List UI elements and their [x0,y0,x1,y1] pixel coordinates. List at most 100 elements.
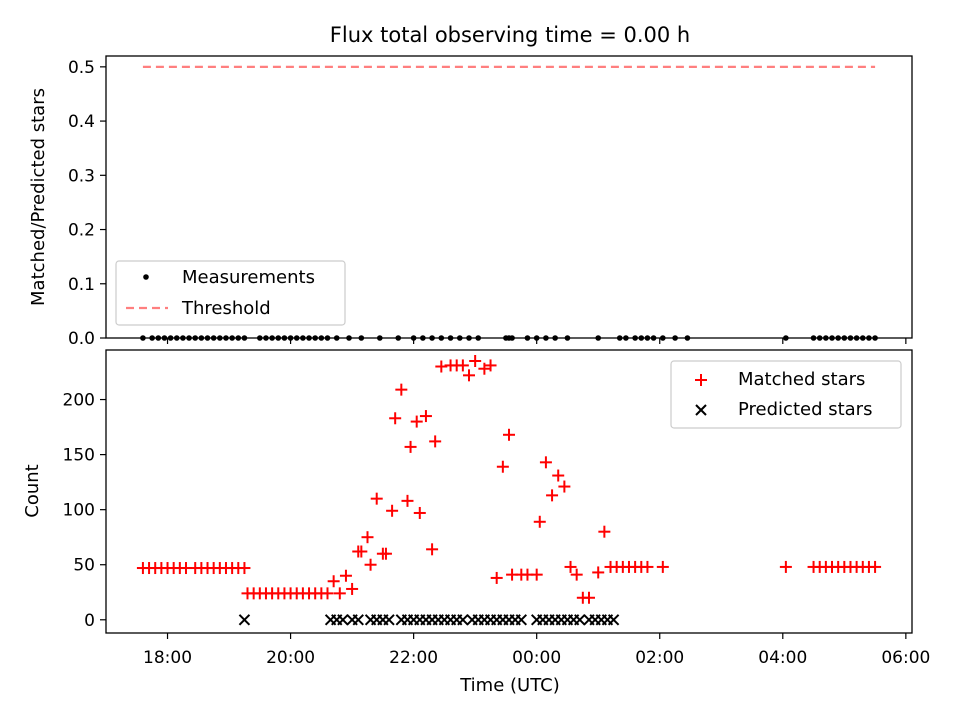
matched-stars-point [570,568,583,581]
bottom-y-axis-label: Count [22,464,43,517]
matched-stars-point [484,359,497,372]
legend-measurements-marker [143,274,149,280]
x-tick-label: 00:00 [512,648,561,668]
matched-stars-point [386,504,399,517]
bottom-panel: Count Time (UTC) 0 50 100 150 200 18:00 20:00… [22,349,930,696]
matched-stars-point [395,383,408,396]
top-y-tick-label: 0.5 [68,58,95,78]
bottom-y-tick-label: 50 [73,556,95,576]
predicted-stars-point [457,614,469,626]
matched-stars-point [355,545,368,558]
top-y-tick-label: 0.4 [68,112,95,132]
legend-measurements-label: Measurements [182,267,315,288]
matched-stars-point [469,355,482,368]
matched-stars-point [656,560,669,573]
legend-matched-marker [695,374,707,386]
matched-stars-point [456,359,469,372]
matched-stars-point [327,575,340,588]
bottom-legend-frame [670,360,902,429]
matched-stars-point [364,558,377,571]
bottom-y-tick-label: 100 [63,501,95,521]
matched-stars-point [379,547,392,560]
matched-stars-point [339,569,352,582]
matched-stars-point [552,469,565,482]
top-y-ticks: 0.0 0.1 0.2 0.3 0.4 0.5 [68,58,106,349]
top-legend: Measurements Threshold [115,260,346,326]
matched-stars-point [238,562,251,575]
matched-stars-point [592,566,605,579]
x-tick-label: 20:00 [266,648,315,668]
matched-stars-point [333,587,346,600]
legend-predicted-marker [695,404,707,416]
matched-stars-point [426,543,439,556]
predicted-stars-point [607,614,620,626]
matched-stars-point [401,494,414,507]
bottom-y-tick-label: 200 [63,391,95,411]
legend-matched-plus [695,374,707,386]
matched-stars-point [419,410,432,423]
matched-stars-point [490,571,503,584]
top-x-ticks [166,338,907,344]
matched-stars-point [370,492,383,505]
x-axis-label: Time (UTC) [459,675,560,696]
matched-stars-point [598,525,611,538]
matched-stars-point [496,460,509,473]
matched-stars-point [869,560,882,573]
legend-threshold-label: Threshold [181,298,271,319]
top-y-tick-label: 0.0 [68,329,95,349]
matched-stars-point [389,412,402,425]
matched-stars-point [478,362,491,375]
predicted-stars-point [352,614,364,626]
matched-stars-point [530,568,543,581]
predicted-stars-series [238,614,620,626]
matched-stars-point [539,456,552,469]
matched-stars-point [779,560,792,573]
matched-stars-point [361,531,374,544]
top-y-axis-label: Matched/Predicted stars [28,88,49,306]
matched-stars-point [404,440,417,453]
top-panel: Flux total observing time = 0.00 h Match… [28,23,913,349]
matched-stars-point [503,428,515,441]
bottom-plot-frame [105,349,913,634]
matched-stars-point [582,591,595,604]
top-y-tick-label: 0.3 [68,166,95,186]
matched-stars-series [136,355,882,604]
x-tick-label: 18:00 [143,648,192,668]
x-tick-label: 02:00 [635,648,684,668]
matched-stars-point [429,435,442,448]
top-legend-frame [115,260,346,326]
matched-stars-point [564,560,577,573]
x-tick-label: 06:00 [881,648,930,668]
matched-stars-point [346,582,359,595]
top-y-tick-label: 0.2 [68,221,95,241]
legend-predicted-x [695,404,707,416]
matched-stars-point [410,415,423,428]
matched-stars-point [533,515,546,528]
top-y-tick-label: 0.1 [68,275,95,295]
bottom-legend: Matched stars Predicted stars [670,360,902,429]
bottom-y-tick-label: 150 [63,446,95,466]
x-tick-label: 22:00 [389,648,438,668]
matched-stars-point [463,369,476,382]
predicted-stars-point [515,614,528,626]
bottom-y-tick-label: 0 [84,611,95,631]
matched-stars-point [546,489,559,502]
predicted-stars-point [574,614,586,626]
chart-title: Flux total observing time = 0.00 h [330,23,690,47]
predicted-stars-point [383,614,395,626]
top-plot-frame [105,55,913,339]
x-tick-label: 04:00 [758,648,807,668]
matched-stars-point [435,360,448,373]
bottom-y-ticks: 0 50 100 150 200 [63,391,106,631]
matched-stars-point [413,506,426,519]
predicted-stars-point [238,614,251,626]
matched-stars-point [321,587,334,600]
legend-predicted-label: Predicted stars [738,399,872,420]
legend-matched-label: Matched stars [738,369,865,390]
predicted-stars-point [337,614,349,626]
bottom-x-ticks: 18:00 20:00 22:00 00:00 02:00 04:00 06:00 [143,633,930,668]
matched-stars-point [558,480,571,493]
matched-stars-point [641,560,654,573]
